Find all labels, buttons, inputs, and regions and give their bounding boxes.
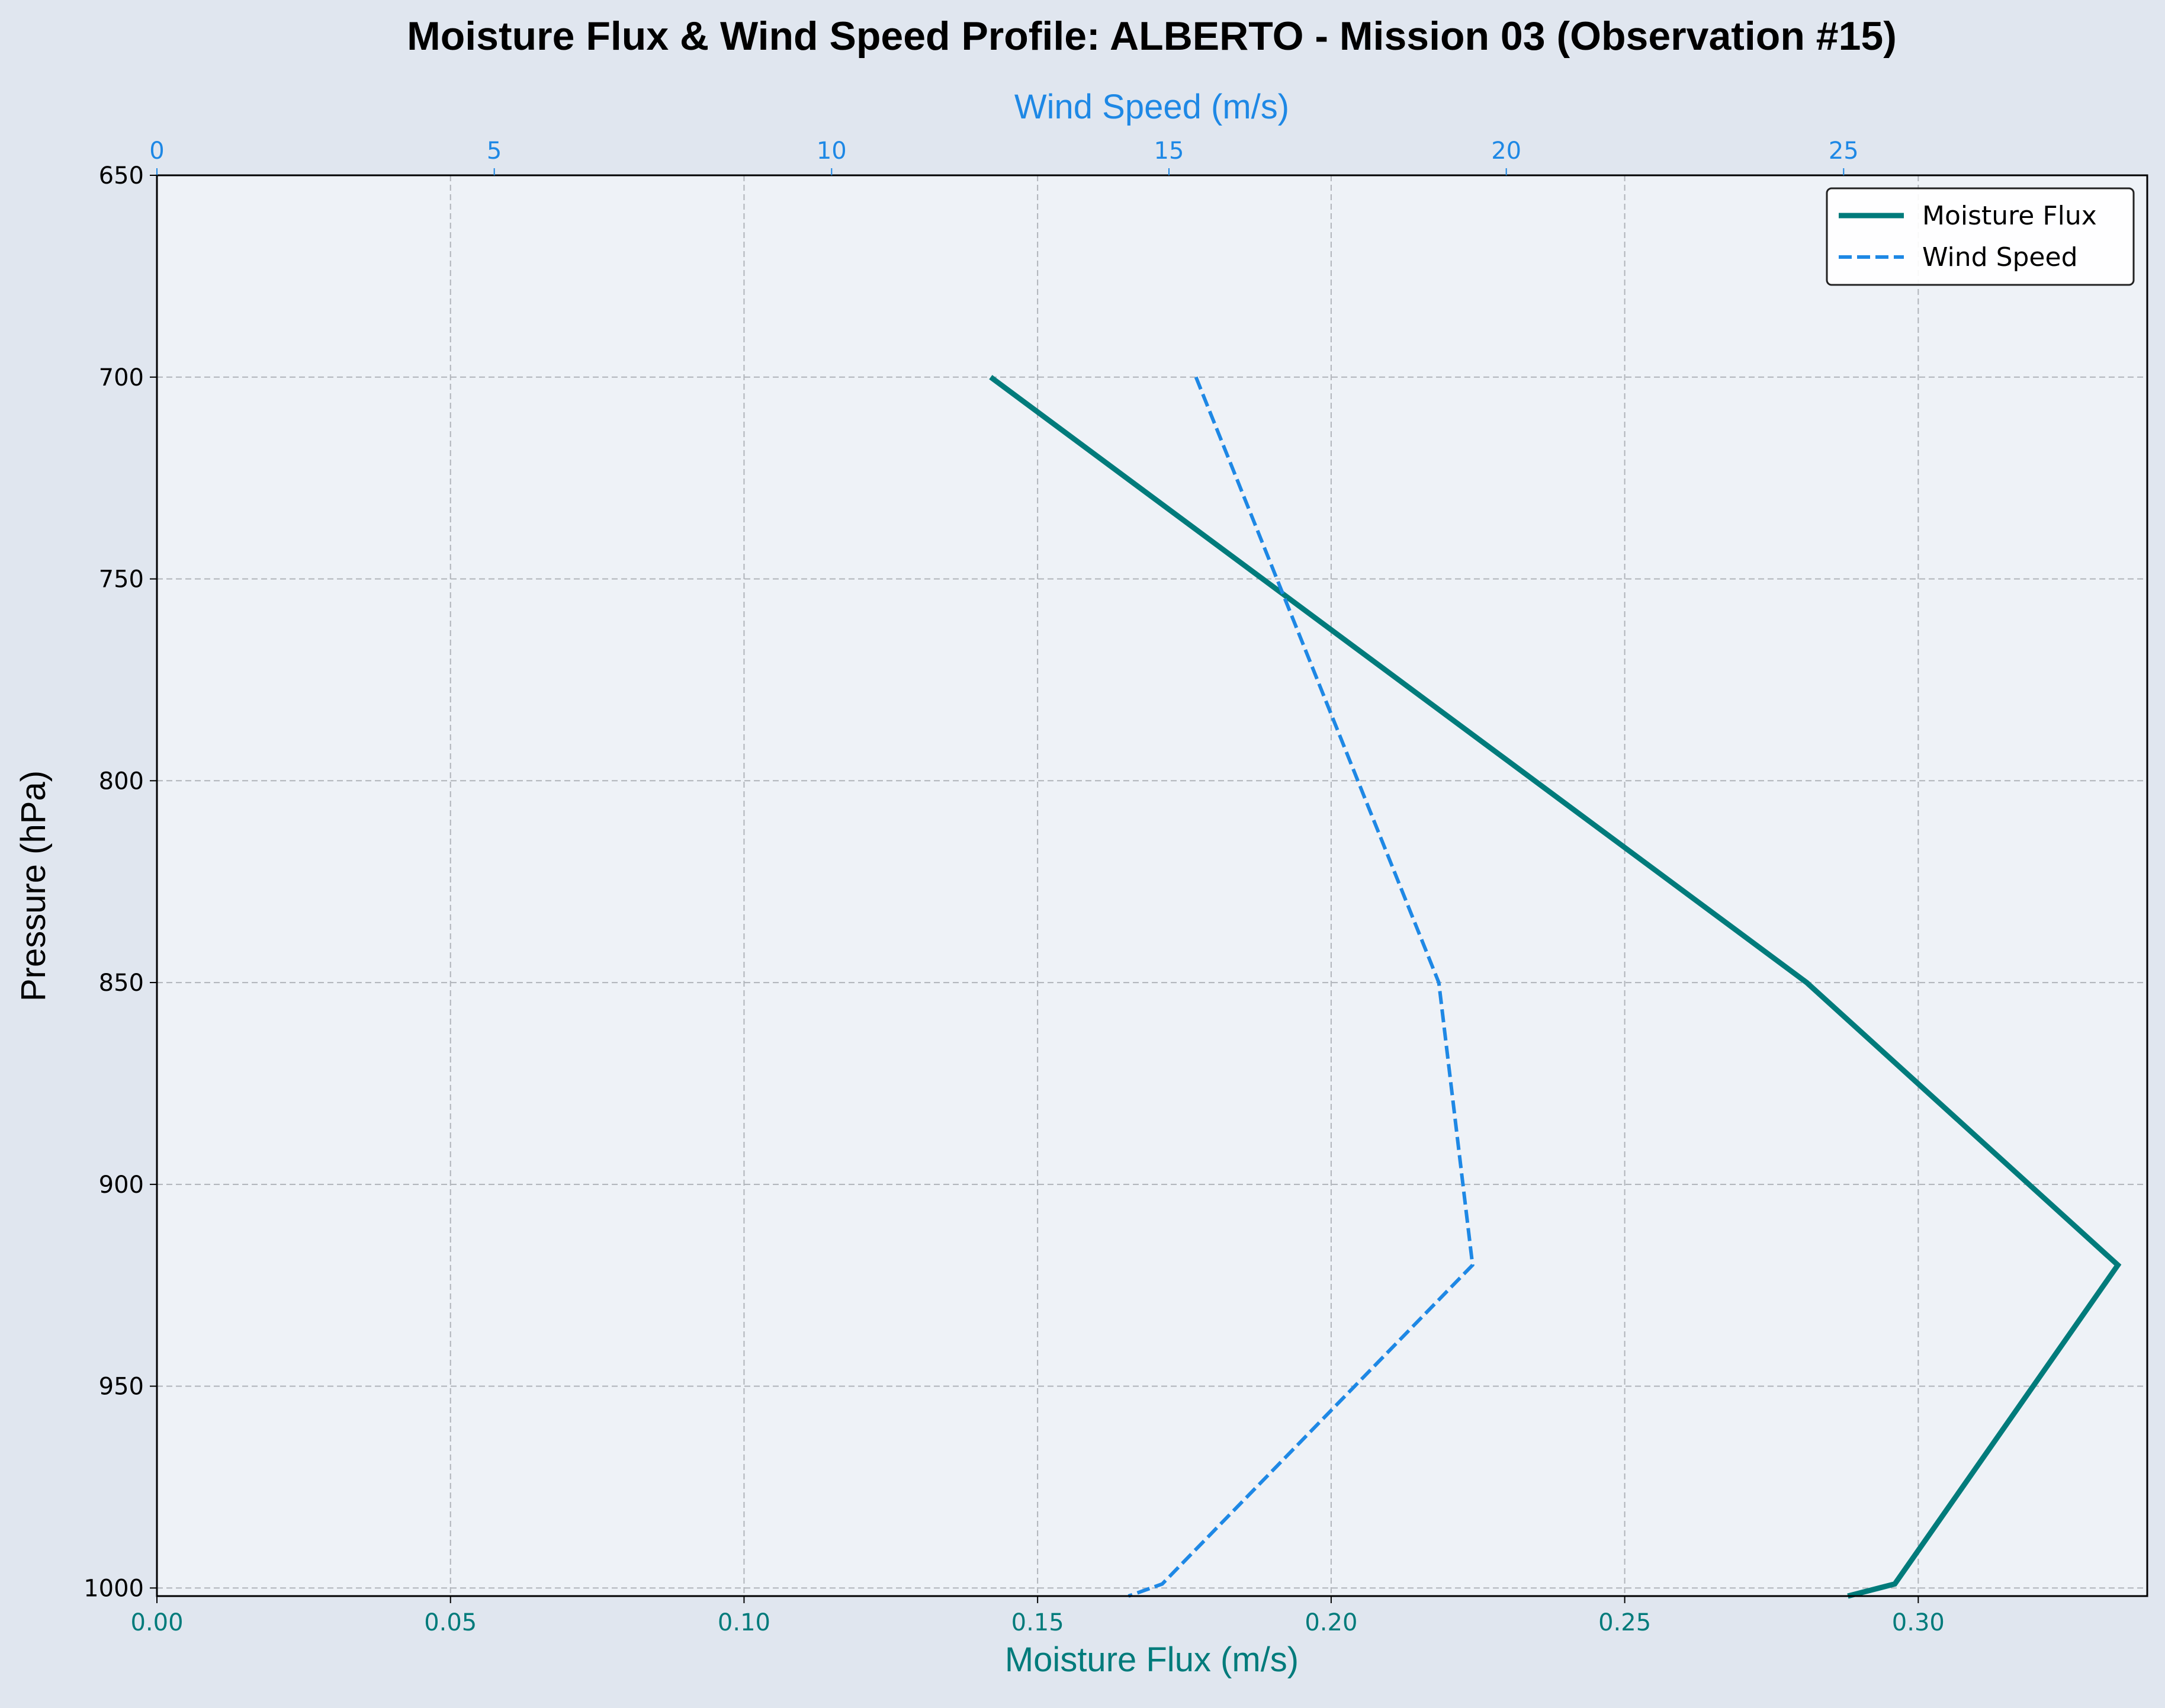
legend-box <box>1826 187 2135 286</box>
x-top-tick-label-0: 0 <box>149 137 164 165</box>
y-axis-label: Pressure (hPa) <box>14 770 53 1001</box>
x-top-tick-label-3: 15 <box>1154 137 1184 165</box>
y-tick-label-3: 800 <box>99 768 144 795</box>
x-bottom-tick-label-6: 0.30 <box>1892 1609 1945 1636</box>
x-bottom-tick-label-5: 0.25 <box>1598 1609 1651 1636</box>
series-lines <box>989 375 2122 1599</box>
y-tick-label-4: 850 <box>99 969 144 997</box>
plot-background <box>157 175 2147 1596</box>
y-tick-label-5: 900 <box>99 1171 144 1199</box>
y-tick-label-2: 750 <box>99 566 144 593</box>
legend-label-moisture-flux: Moisture Flux <box>1922 201 2097 231</box>
plot-frame <box>156 174 2148 1597</box>
series-line-moisture-flux <box>989 375 2122 1599</box>
x-bottom-tick-label-1: 0.05 <box>424 1609 477 1636</box>
x-bottom-tick-label-2: 0.10 <box>718 1609 770 1636</box>
legend: Moisture Flux Wind Speed <box>1826 187 2135 286</box>
x-top-tick-label-1: 5 <box>487 137 502 165</box>
y-tick-label-7: 1000 <box>83 1575 144 1602</box>
x-bottom-tick-label-4: 0.20 <box>1305 1609 1357 1636</box>
x-top-tick-label-2: 10 <box>817 137 847 165</box>
x-top-tick-label-4: 20 <box>1491 137 1521 165</box>
chart-title: Moisture Flux & Wind Speed Profile: ALBE… <box>407 14 1897 59</box>
y-tick-label-0: 650 <box>99 162 144 190</box>
series-line-wind-speed <box>1128 376 1475 1598</box>
x-bottom-tick-label-0: 0.00 <box>130 1609 183 1636</box>
x-axis-top-label: Wind Speed (m/s) <box>1014 88 1289 126</box>
grid-lines <box>156 175 2147 1596</box>
x-axis-bottom-label: Moisture Flux (m/s) <box>1005 1640 1299 1679</box>
x-top-tick-label-5: 25 <box>1829 137 1859 165</box>
y-tick-label-6: 950 <box>99 1373 144 1401</box>
x-bottom-tick-label-3: 0.15 <box>1011 1609 1064 1636</box>
legend-label-wind-speed: Wind Speed <box>1922 242 2078 272</box>
y-tick-label-1: 700 <box>99 364 144 391</box>
ticks: 0.00 0.05 0.10 0.15 0.20 0.25 0.30 0 5 10 15 20 25 65… <box>83 137 1945 1636</box>
